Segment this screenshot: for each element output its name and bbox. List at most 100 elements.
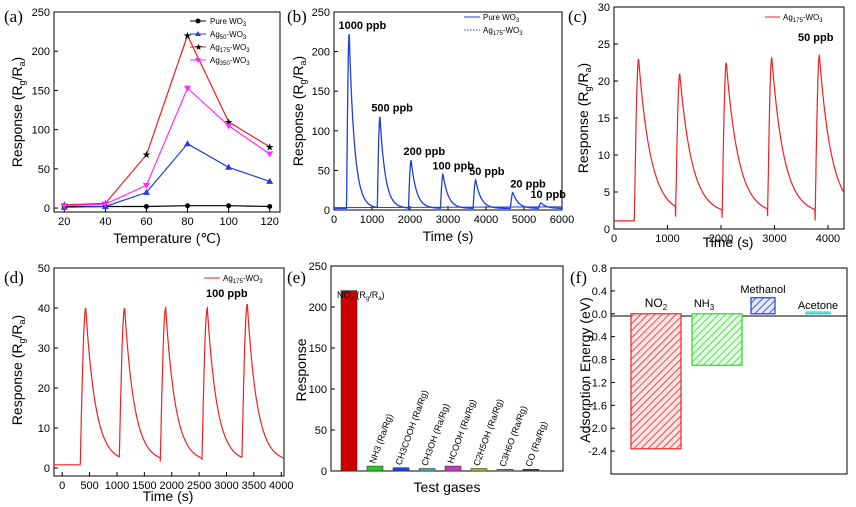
point-a-1-3 <box>184 140 192 147</box>
undefined-ytick-label: 0 <box>321 466 327 478</box>
undefined-ytick-label: 200 <box>309 302 327 314</box>
point-a-2-4: ★ <box>224 117 233 128</box>
panel-d-legend: Ag175-WO3 <box>204 274 263 285</box>
a-ytick-label: 100 <box>32 125 50 137</box>
undefined-ytick-label: 0 <box>324 205 330 217</box>
undefined-ytick-label: 0 <box>604 224 610 236</box>
panel-d-annotation: 100 ppb <box>206 288 248 300</box>
d-xtick-label: 4000 <box>269 480 293 492</box>
c-xtick-label: 4000 <box>816 233 840 245</box>
bar-label-e-nh3: NH3 (Ra/Rg) <box>367 412 394 464</box>
point-a-3-2 <box>142 182 150 189</box>
panel-c-annotation: 50 ppb <box>798 32 834 44</box>
d-xtick-label: 2500 <box>187 480 211 492</box>
undefined-ytick-label: 150 <box>312 86 330 98</box>
undefined-ytick-label: 100 <box>312 126 330 138</box>
panel-b-legend: Pure WO3 Ag175-WO3 <box>464 13 523 37</box>
panel-d-label: (d) <box>4 268 24 287</box>
point-a-0-5 <box>267 204 273 210</box>
undefined-ytick-label: 40 <box>38 303 50 315</box>
undefined-ytick-label: 150 <box>309 343 327 355</box>
bar-f-methanol <box>750 297 776 315</box>
point-a-0-4 <box>226 203 232 209</box>
point-a-1-4 <box>225 163 233 170</box>
undefined-ytick-label: 250 <box>309 261 327 273</box>
a-ytick-label: 250 <box>32 7 50 19</box>
annotation-b-5: 20 ppb <box>510 179 546 191</box>
panel-f-ylabel: Adsorption Energy (eV) <box>577 297 593 443</box>
legend-ag350-wo3: Ag350-WO3 <box>210 56 250 67</box>
series-c-line <box>614 53 845 222</box>
panel-e-ylabel: Response <box>293 338 309 401</box>
panel-c: (c) 0 1000 2000 3000 4000 0 5 10 15 20 25 30 Ag175-… <box>568 2 845 250</box>
legend-b-ag175-wo3: Ag175-WO3 <box>483 26 523 37</box>
panel-c-label: (c) <box>568 7 587 26</box>
bar-label-f-methanol: Methanol <box>740 284 785 296</box>
panel-a-label: (a) <box>4 7 23 26</box>
panel-c-ylabel: Response (Rg/Ra) <box>575 63 593 173</box>
undefined-ytick-label: 25 <box>598 39 610 51</box>
legend-c-ag175-wo3: Ag175-WO3 <box>783 13 823 24</box>
point-a-3-3 <box>184 85 192 92</box>
panel-d-ylabel: Response (Rg/Ra) <box>9 315 27 425</box>
panel-e-label: (e) <box>287 268 306 287</box>
d-xtick-label: 2000 <box>159 480 183 492</box>
a-xtick-label: 100 <box>219 216 237 228</box>
annotation-b-3: 100 ppb <box>432 160 474 172</box>
undefined-ytick-label: 20 <box>598 76 610 88</box>
legend-b-pure-wo3: Pure WO3 <box>483 13 520 24</box>
panel-d-frame <box>53 267 285 477</box>
c-xtick-label: 3000 <box>762 233 786 245</box>
bar-e-co <box>522 469 540 472</box>
undefined-ytick-label: 15 <box>598 113 610 125</box>
point-a-3-4 <box>225 123 233 130</box>
undefined-ytick-label: 250 <box>312 7 330 19</box>
undefined-ytick-label: 0.8 <box>592 263 607 275</box>
bar-f-no2 <box>630 313 682 450</box>
point-a-0-3 <box>185 203 191 209</box>
c-xtick-label: 1000 <box>655 233 679 245</box>
undefined-ytick-label: -0.8 <box>588 355 607 367</box>
point-a-0-2 <box>143 204 149 210</box>
undefined-ytick-label: 0.4 <box>592 286 607 298</box>
annotation-b-0: 1000 ppb <box>339 20 387 32</box>
b-xtick-label: 1000 <box>360 214 384 226</box>
undefined-ytick-label: 0.0 <box>592 309 607 321</box>
panel-c-xlabel: Time (s) <box>703 234 754 250</box>
undefined-ytick-label: 20 <box>38 383 50 395</box>
annotation-b-2: 200 ppb <box>403 146 445 158</box>
panel-a-xlabel: Temperature (℃) <box>113 230 221 246</box>
point-a-1-5 <box>266 177 274 184</box>
legend-d-ag175-wo3: Ag175-WO3 <box>223 274 263 285</box>
panel-f-frame <box>610 267 848 475</box>
undefined-ytick-label: 200 <box>312 47 330 59</box>
point-a-2-3: ★ <box>183 31 192 42</box>
b-xtick-label: 0 <box>331 214 337 226</box>
undefined-ytick-label: -2.4 <box>588 446 607 458</box>
a-xtick-label: 60 <box>140 216 152 228</box>
panel-b-label: (b) <box>287 7 307 26</box>
undefined-ytick-label: 30 <box>598 2 610 14</box>
point-a-2-2: ★ <box>142 150 151 161</box>
point-a-3-0 <box>60 203 68 210</box>
undefined-ytick-label: 10 <box>598 150 610 162</box>
bar-e-hcooh <box>444 465 462 472</box>
annotation-b-1: 500 ppb <box>371 103 413 115</box>
panel-a-legend: Pure WO3 Ag50-WO3 ★ Ag175-WO3 Ag350-WO3 <box>190 17 250 67</box>
undefined-ytick-label: 50 <box>318 165 330 177</box>
panel-b-ylabel: Response (Rg/Ra) <box>290 56 308 166</box>
a-ytick-label: 150 <box>32 85 50 97</box>
bar-e-c2h5oh <box>470 468 488 472</box>
undefined-ytick-label: 50 <box>38 263 50 275</box>
series-b-pure-line <box>333 206 563 209</box>
legend-ag175-wo3: Ag175-WO3 <box>210 43 250 54</box>
d-xtick-label: 1500 <box>132 480 156 492</box>
b-xtick-label: 3000 <box>436 214 460 226</box>
annotation-b-6: 10 ppb <box>530 189 566 201</box>
point-a-3-5 <box>266 151 274 158</box>
series-a-1-line <box>64 143 270 208</box>
bar-f-nh3 <box>691 313 743 366</box>
panel-e: (e) 0 50 100 150 200 250 NO2 (Rg/Ra) NH3 (Ra/… <box>287 261 564 495</box>
